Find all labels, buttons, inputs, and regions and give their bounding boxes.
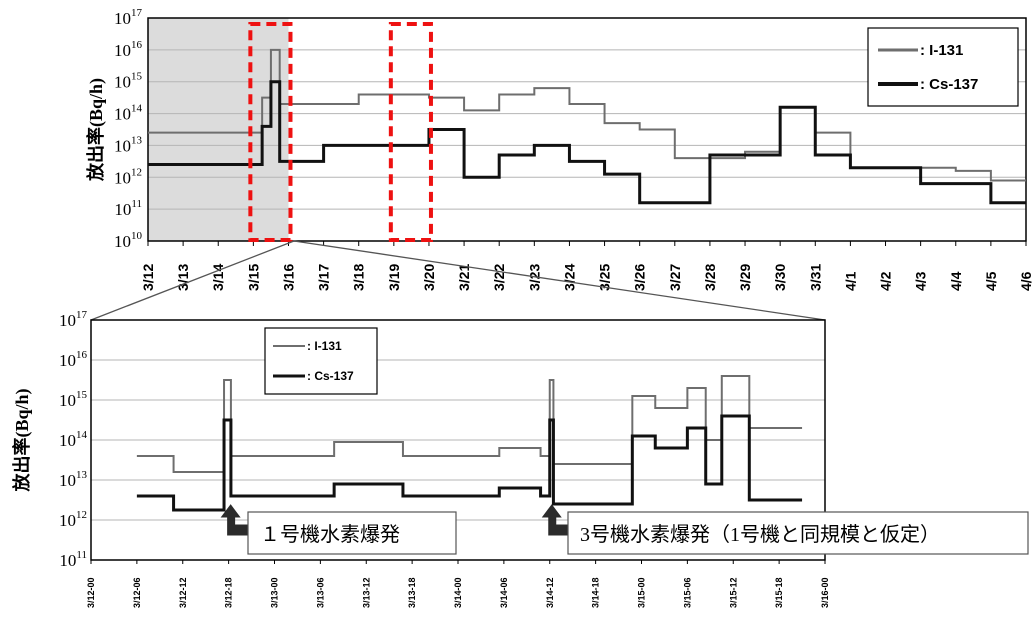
annotation-box (247, 511, 457, 555)
y-tick-exponent: 14 (76, 429, 88, 441)
y-tick-label: 1011 (59, 549, 87, 570)
x-tick-label: 3/12-00 (86, 577, 96, 608)
x-tick-label: 3/15-00 (637, 577, 647, 608)
y-tick-label: 1012 (114, 166, 142, 187)
legend-box (264, 327, 378, 395)
x-tick-label: 3/14-18 (591, 577, 601, 608)
y-tick-exponent: 13 (76, 469, 88, 481)
y-tick-label: 1014 (114, 103, 143, 124)
x-tick-label: 3/16-00 (820, 577, 830, 608)
y-tick-label: 1016 (59, 349, 88, 370)
y-tick-exponent: 15 (131, 71, 143, 83)
x-tick-label: 3/12-12 (178, 577, 188, 608)
x-tick-label: 3/22 (491, 264, 507, 291)
x-tick-label: 3/16 (280, 264, 296, 291)
y-tick-exponent: 10 (131, 230, 143, 242)
y-axis-label: 放出率(Bq/h) (85, 78, 107, 182)
series-line (148, 48, 1026, 182)
series-line (136, 375, 803, 473)
shaded-region (148, 18, 289, 241)
x-tick-label: 3/25 (597, 264, 613, 291)
x-tick-label: 3/13 (175, 264, 191, 291)
x-tick-label: 3/21 (456, 264, 472, 291)
annotation-label: 3号機水素爆発（1号機と同規模と仮定） (580, 523, 940, 546)
x-tick-label: 3/27 (667, 264, 683, 291)
x-tick-label: 3/31 (807, 264, 823, 291)
bottom-chart: 1011 1012 1013 1014 1015 1016 1017 放出率(Bq/h) 3/1… (11, 240, 1029, 608)
x-tick-label: 4/5 (983, 271, 999, 291)
x-tick-label: 3/14 (210, 264, 226, 291)
top-chart: 3/12 3/13 3/14 3/15 3/16 3/17 3/18 3/19 3/20 3/21… (85, 7, 1034, 291)
x-tick-label: 3/14-06 (499, 577, 509, 608)
y-tick-exponent: 14 (131, 103, 143, 115)
x-tick-label: 3/20 (421, 264, 437, 291)
y-tick-label: 1015 (59, 389, 88, 410)
x-tick-label: 3/14-12 (545, 577, 555, 608)
y-tick-label: 1017 (59, 309, 88, 330)
annotation-box (567, 511, 1029, 555)
y-tick-exponent: 15 (76, 389, 88, 401)
y-tick-exponent: 17 (76, 309, 88, 321)
series-line (148, 80, 1026, 205)
x-tick-label: 3/15-06 (682, 577, 692, 608)
x-tick-label: 3/15-12 (728, 577, 738, 608)
legend-box (867, 27, 1019, 107)
x-tick-label: 3/15 (245, 264, 261, 291)
y-tick-exponent: 11 (131, 198, 142, 210)
y-tick-label: 1012 (59, 509, 87, 530)
y-tick-exponent: 17 (131, 7, 143, 19)
y-tick-exponent: 11 (76, 549, 87, 561)
y-tick-label: 1014 (59, 429, 88, 450)
x-tick-label: 3/28 (702, 264, 718, 291)
y-tick-label: 1015 (114, 71, 143, 92)
legend-label: : I-131 (920, 42, 963, 59)
series-line (136, 414, 803, 512)
highlight-box (248, 22, 293, 242)
y-tick-label: 1017 (114, 7, 143, 28)
plot-frame (147, 17, 1027, 242)
x-tick-label: 3/13-00 (270, 577, 280, 608)
legend-label: : I-131 (307, 339, 342, 353)
annotation-label: １号機水素爆発 (260, 523, 400, 546)
x-tick-label: 3/17 (316, 264, 332, 291)
x-tick-label: 3/29 (737, 264, 753, 291)
x-tick-label: 3/30 (772, 264, 788, 291)
y-tick-label: 1011 (114, 198, 142, 219)
y-tick-label: 1013 (114, 134, 143, 155)
x-tick-label: 3/26 (632, 264, 648, 291)
y-tick-exponent: 13 (131, 134, 143, 146)
x-tick-label: 3/24 (561, 264, 577, 291)
x-tick-label: 4/1 (842, 271, 858, 291)
x-tick-label: 3/14-00 (453, 577, 463, 608)
x-tick-label: 3/15-18 (774, 577, 784, 608)
highlight-box (388, 22, 433, 242)
x-tick-label: 4/3 (913, 271, 929, 291)
x-tick-label: 3/19 (386, 264, 402, 291)
legend-label: : Cs-137 (307, 369, 354, 383)
y-tick-label: 1010 (114, 230, 143, 251)
x-tick-label: 4/2 (878, 271, 894, 291)
x-tick-label: 3/12-06 (132, 577, 142, 608)
x-tick-label: 3/12-18 (224, 577, 234, 608)
zoom-connector (293, 240, 826, 321)
y-tick-exponent: 12 (131, 166, 142, 178)
y-axis-label: 放出率(Bq/h) (11, 388, 33, 492)
x-tick-label: 4/6 (1018, 271, 1034, 291)
x-tick-label: 3/12 (140, 264, 156, 291)
x-tick-label: 3/13-06 (315, 577, 325, 608)
y-tick-label: 1016 (114, 39, 143, 60)
x-tick-label: 3/13-12 (361, 577, 371, 608)
y-tick-exponent: 16 (76, 349, 88, 361)
y-tick-exponent: 16 (131, 39, 143, 51)
legend-label: : Cs-137 (920, 76, 978, 93)
zoom-connector (90, 240, 295, 321)
x-tick-label: 3/18 (351, 264, 367, 291)
x-tick-label: 3/13-18 (407, 577, 417, 608)
x-tick-label: 4/4 (948, 271, 964, 291)
y-tick-exponent: 12 (76, 509, 87, 521)
y-tick-label: 1013 (59, 469, 88, 490)
